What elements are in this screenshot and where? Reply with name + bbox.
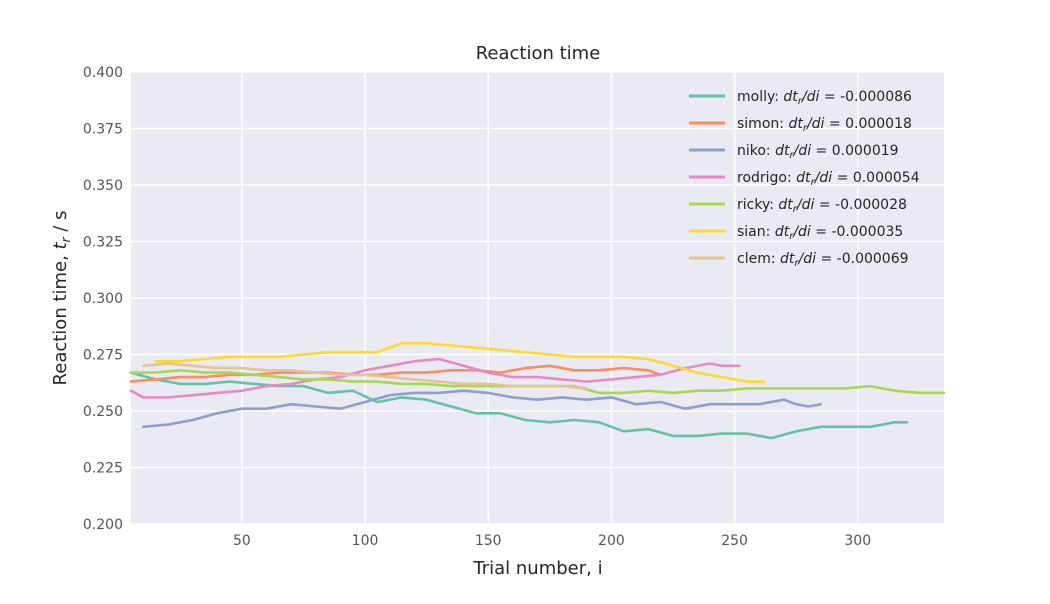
y-tick-label: 0.275 [83,348,123,364]
legend-entry-simon: simon: dtr/di = 0.000018 [737,116,912,134]
x-tick-label: 250 [721,533,748,549]
y-tick-label: 0.250 [83,404,123,420]
y-tick-label: 0.325 [83,235,123,251]
x-tick-label: 200 [598,533,625,549]
x-tick-label: 300 [844,533,871,549]
series-line-niko [142,389,823,429]
x-tick-label: 150 [475,533,502,549]
y-tick-label: 0.225 [83,461,123,477]
y-axis-label-sub: r [59,236,73,242]
y-tick-label: 0.350 [83,178,123,194]
series-line-molly [129,371,909,440]
x-tick-label: 100 [352,533,379,549]
series-line-clem [142,362,589,390]
y-axis-label: Reaction time, tr / s [50,211,73,386]
chart-title: Reaction time [476,43,601,64]
legend-entry-clem: clem: dtr/di = -0.000069 [737,251,909,269]
series-line-sian [154,341,766,383]
x-tick-labels: 50 100 150 200 250 300 [233,533,871,549]
y-tick-label: 0.400 [83,65,123,81]
series-line-simon [129,364,663,383]
y-tick-label: 0.375 [83,122,123,138]
legend-entry-rodrigo: rodrigo: dtr/di = 0.000054 [737,170,920,188]
x-tick-label: 50 [233,533,251,549]
legend-entry-ricky: ricky: dtr/di = -0.000028 [737,197,907,215]
legend: molly: dtr/di = -0.000086 simon: dtr/di =… [689,89,920,269]
y-axis-label-var: t [50,241,71,249]
y-axis-label-unit: / s [50,211,71,238]
legend-entry-sian: sian: dtr/di = -0.000035 [737,224,903,242]
grid-lines [131,71,944,525]
series-layer [129,341,946,440]
legend-entry-molly: molly: dtr/di = -0.000086 [737,89,912,107]
series-line-rodrigo [129,357,741,399]
legend-entry-niko: niko: dtr/di = 0.000019 [737,143,899,161]
y-tick-label: 0.300 [83,291,123,307]
y-axis-label-main: Reaction time, [50,249,71,385]
x-axis-label: Trial number, i [472,558,602,579]
y-tick-labels: 0.200 0.225 0.250 0.275 0.300 0.325 0.350 0.375… [83,65,123,533]
y-tick-label: 0.200 [83,517,123,533]
